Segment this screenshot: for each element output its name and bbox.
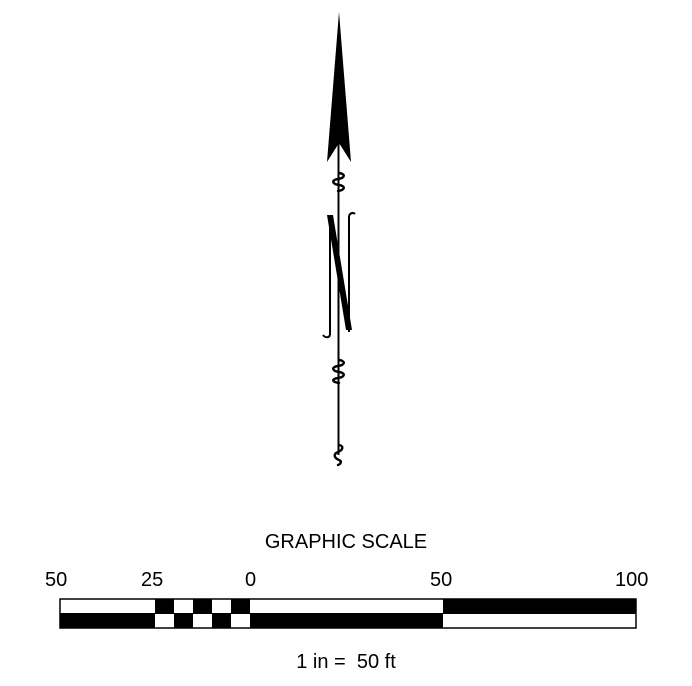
n-letter-icon [322, 211, 356, 339]
shaft-break-mark [332, 171, 345, 467]
north-arrow-icon [322, 12, 356, 467]
scale-tick-label: 50 [430, 569, 453, 591]
scale-segment [250, 613, 443, 628]
scale-segment [60, 613, 155, 628]
scale-tick-label: 25 [141, 569, 164, 591]
scale-tick-label: 100 [615, 569, 649, 591]
graphic-scale-title: GRAPHIC SCALE [264, 531, 428, 553]
scale-segment [193, 599, 212, 614]
scale-segment [155, 599, 174, 614]
scale-segment [212, 613, 231, 628]
scale-segment [443, 599, 636, 614]
scale-tick-label: 50 [45, 569, 68, 591]
scale-ratio-text: 1 in = 50 ft [296, 651, 396, 673]
scale-segment [174, 613, 193, 628]
scale-tick-label: 0 [245, 569, 257, 591]
scale-segment [231, 599, 250, 614]
north-arrow-head [327, 12, 351, 162]
